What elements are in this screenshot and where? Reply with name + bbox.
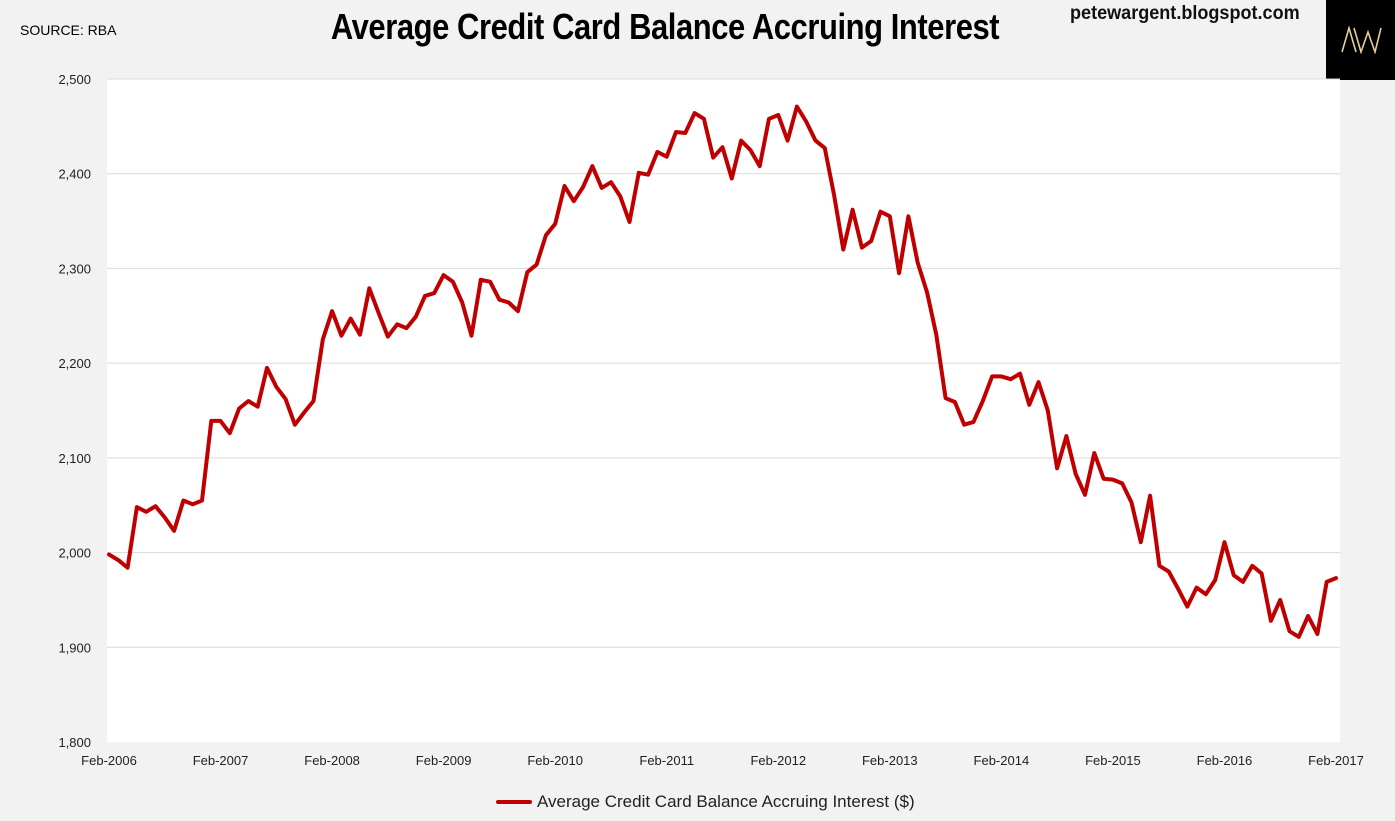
chart-title: Average Credit Card Balance Accruing Int… [330, 6, 1000, 47]
aw-logo-icon [1340, 26, 1382, 54]
x-tick-label: Feb-2006 [81, 753, 137, 768]
y-tick-label: 2,400 [58, 167, 91, 182]
legend-swatch [496, 800, 532, 804]
source-label: SOURCE: RBA [20, 22, 117, 38]
y-tick-label: 2,100 [58, 451, 91, 466]
x-tick-label: Feb-2010 [527, 753, 583, 768]
x-axis-ticks: Feb-2006 Feb-2007 Feb-2008 Feb-2009 Feb-2010… [81, 753, 1364, 768]
x-tick-label: Feb-2007 [193, 753, 249, 768]
x-tick-label: Feb-2016 [1197, 753, 1253, 768]
x-tick-label: Feb-2014 [974, 753, 1030, 768]
x-tick-label: Feb-2012 [750, 753, 806, 768]
x-tick-label: Feb-2008 [304, 753, 360, 768]
y-tick-label: 1,800 [58, 735, 91, 750]
y-tick-label: 2,200 [58, 356, 91, 371]
y-tick-label: 2,300 [58, 261, 91, 276]
blog-url: petewargent.blogspot.com [1070, 3, 1300, 24]
legend: Average Credit Card Balance Accruing Int… [496, 792, 915, 812]
plot-area [107, 79, 1340, 742]
x-tick-label: Feb-2009 [416, 753, 472, 768]
y-axis-ticks: 1,800 1,900 2,000 2,100 2,200 2,300 2,400 2,500 [58, 72, 91, 750]
x-tick-label: Feb-2015 [1085, 753, 1141, 768]
y-tick-label: 1,900 [58, 640, 91, 655]
y-tick-label: 2,000 [58, 546, 91, 561]
y-tick-label: 2,500 [58, 72, 91, 87]
x-tick-label: Feb-2011 [639, 753, 694, 768]
x-tick-label: Feb-2017 [1308, 753, 1364, 768]
x-tick-label: Feb-2013 [862, 753, 918, 768]
aw-logo [1326, 0, 1395, 80]
gridlines [107, 78, 1340, 648]
series-layer [107, 104, 1338, 639]
series-line [107, 104, 1338, 639]
legend-label: Average Credit Card Balance Accruing Int… [537, 792, 915, 811]
